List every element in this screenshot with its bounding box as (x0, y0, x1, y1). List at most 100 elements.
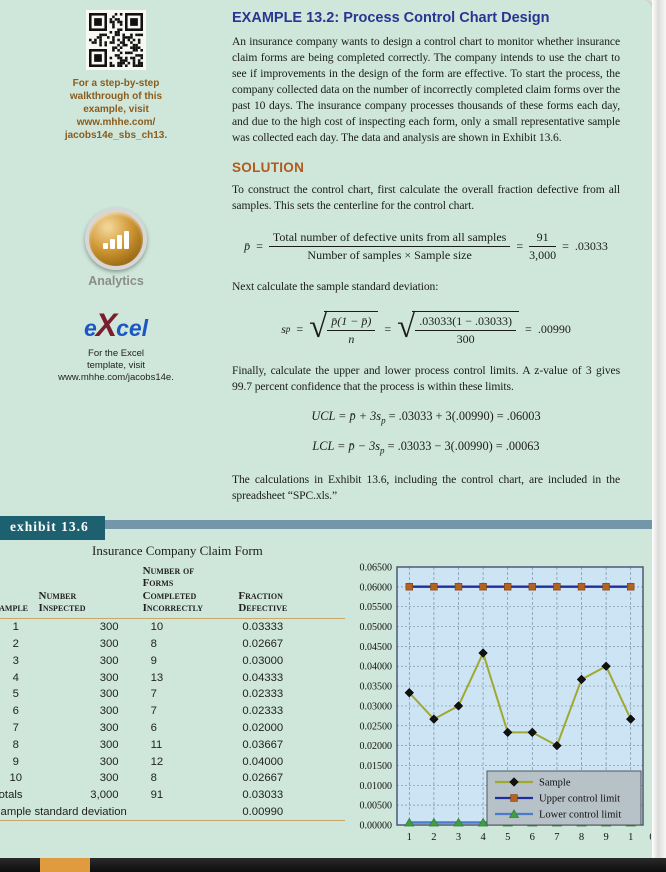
table-cell: 10 (9, 772, 23, 785)
bar-chart-glyph (103, 229, 129, 249)
table-cell: 6 (150, 721, 157, 734)
control-chart-svg: 0.00000 0.00500 0.01000 0.01500 0.02000 0.025… (360, 562, 655, 843)
svg-text:3: 3 (456, 832, 461, 843)
svg-text:0.00000: 0.00000 (360, 820, 393, 831)
table-cell: 0.00990 (238, 803, 345, 822)
triangle-marker (453, 817, 464, 827)
analytics-bar-chart-icon (85, 208, 147, 270)
table-cell: 300 (99, 654, 119, 667)
orange-page-tab (40, 858, 90, 872)
table-cell: 8 (12, 738, 19, 751)
textbook-page: For a step-by-step walkthrough of this e… (0, 0, 655, 858)
square-marker (504, 582, 512, 591)
table-row: 6 300 7 0.02333 (0, 703, 345, 720)
table-cell: 8 (150, 772, 157, 785)
table-cell: 0.04333 (242, 671, 284, 684)
table-cell: 300 (99, 772, 119, 785)
qr-code-icon (86, 10, 146, 70)
table-row: 2 300 8 0.02667 (0, 636, 345, 653)
excel-logo-e: e (83, 315, 97, 341)
square-marker (510, 794, 518, 802)
svg-text:5: 5 (505, 832, 510, 843)
table-cell: 300 (99, 638, 119, 651)
control-chart: 0.00000 0.00500 0.01000 0.01500 0.02000 0.025… (345, 559, 655, 856)
square-marker (405, 582, 414, 591)
page-right-edge (652, 0, 666, 858)
triangle-marker (508, 809, 520, 818)
svg-text:1: 1 (628, 832, 633, 843)
solution-heading: SOLUTION (232, 160, 305, 175)
square-marker (479, 582, 487, 591)
example-content: EXAMPLE 13.2: Process Control Chart Desi… (232, 6, 646, 504)
table-cell: 5 (12, 688, 19, 701)
svg-text:0.01000: 0.01000 (360, 781, 393, 792)
exhibit-divider-bar (84, 519, 652, 529)
diamond-marker (576, 674, 587, 685)
table-cell: 7 (150, 688, 157, 701)
table-cell: Totals (0, 789, 23, 802)
exhibit-title: Insurance Company Claim Form (92, 542, 263, 558)
next-text: Next calculate the sample standard devia… (232, 280, 439, 293)
svg-text:0.00500: 0.00500 (360, 801, 393, 812)
closing-paragraph: The calculations in Exhibit 13.6, includ… (232, 472, 620, 502)
series-line (408, 650, 632, 747)
claim-table-wrap: Sample Number Inspected Number of Forms … (0, 564, 345, 856)
table-row: 10 300 8 0.02667 (0, 770, 345, 787)
excel-block: eXcel For the Excel template, visit www.… (41, 309, 191, 384)
diamond-marker (429, 714, 439, 724)
square-marker (454, 582, 463, 591)
table-cell: 300 (99, 705, 119, 718)
exhibit-tab: exhibit 13.6 (0, 515, 105, 540)
solution-intro: To construct the control chart, first ca… (232, 183, 620, 212)
svg-text:0.01500: 0.01500 (360, 761, 393, 772)
table-cell: 0.02667 (242, 772, 284, 785)
table-row: 4 300 13 0.04333 (0, 669, 345, 686)
svg-text:2: 2 (431, 832, 436, 843)
table-cell: 3 (12, 654, 19, 667)
table-cell: 4 (12, 671, 19, 684)
sidebar: For a step-by-step walkthrough of this e… (0, 6, 232, 504)
diamond-marker (502, 727, 513, 738)
analytics-label: Analytics (88, 274, 144, 288)
diamond-marker (601, 661, 611, 671)
svg-text:4: 4 (480, 832, 486, 843)
table-cell: 3,000 (90, 789, 119, 802)
qr-block: For a step-by-step walkthrough of this e… (51, 10, 181, 142)
table-row: Sample standard deviation 0.00990 (0, 803, 345, 822)
exhibit-section: exhibit 13.6 Insurance Company Claim For… (0, 515, 655, 856)
diamond-marker (625, 714, 636, 724)
svg-text:0: 0 (649, 832, 651, 843)
diamond-marker (453, 701, 464, 711)
bottom-strip (0, 858, 666, 872)
ucl-formula: UCL = p̄ + 3sp = .03033 + 3(.00990) = .0… (311, 409, 541, 426)
diamond-marker (404, 687, 415, 698)
svg-text:6: 6 (530, 832, 535, 843)
table-cell: Sample standard deviation (0, 803, 239, 822)
claim-table: Sample Number Inspected Number of Forms … (0, 564, 345, 822)
table-cell: 300 (99, 755, 119, 768)
table-cell: 12 (150, 755, 164, 768)
table-cell: 0.03033 (242, 789, 284, 802)
svg-text:0.03000: 0.03000 (360, 701, 393, 712)
svg-text:1: 1 (407, 832, 412, 843)
svg-text:0.04500: 0.04500 (360, 642, 393, 653)
table-cell: 7 (150, 705, 157, 718)
table-cell: 7 (12, 721, 19, 734)
table-row: 1 300 10 0.03333 (0, 618, 345, 635)
table-row: 9 300 12 0.04000 (0, 753, 345, 770)
diamond-marker (478, 648, 488, 658)
table-cell: 0.03333 (242, 621, 284, 634)
square-marker (430, 582, 438, 591)
finally-text: Finally, calculate the upper and lower p… (232, 364, 620, 393)
svg-text:0.04000: 0.04000 (360, 662, 393, 673)
svg-text:0.02500: 0.02500 (360, 721, 393, 732)
table-cell: 0.03000 (242, 654, 284, 667)
analytics-block: Analytics (85, 208, 147, 288)
fraction: Total number of defective units from all… (268, 230, 511, 263)
svg-text:Sample: Sample (539, 777, 571, 788)
diamond-marker (527, 727, 538, 738)
table-header-row: Sample Number Inspected Number of Forms … (0, 564, 345, 619)
table-row: Totals 3,000 91 0.03033 (0, 787, 345, 804)
triangle-marker (404, 817, 415, 827)
table-cell: 300 (99, 688, 119, 701)
